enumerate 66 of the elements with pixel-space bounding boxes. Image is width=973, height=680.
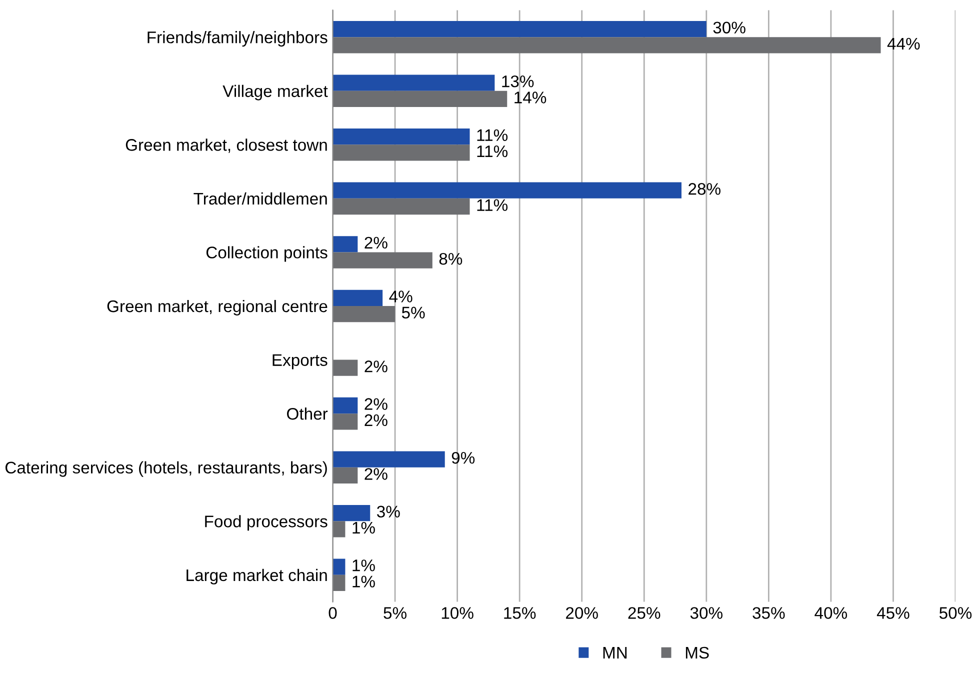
legend-label: MN: [603, 646, 627, 658]
data-label: 1%: [352, 576, 375, 588]
y-tick-label: Friends/family/neighbors: [148, 31, 328, 47]
y-tick-label: Trader/middlemen: [194, 192, 327, 205]
bar: [332, 521, 346, 538]
bar: [332, 236, 358, 252]
data-label: 2%: [364, 236, 388, 249]
bar: [332, 74, 495, 91]
data-label: 5%: [402, 306, 425, 319]
bar: [332, 306, 396, 322]
y-tick-label: Exports: [272, 354, 328, 370]
x-tick-label: 30%: [690, 607, 722, 619]
bar: [332, 90, 508, 108]
data-label: 28%: [688, 183, 720, 195]
bar: [332, 558, 346, 575]
y-tick-label: Large market chain: [186, 568, 327, 584]
bar: [332, 451, 445, 468]
bar: [332, 198, 470, 215]
y-tick-label: Green market, closest town: [126, 138, 327, 153]
data-label: 2%: [364, 398, 388, 410]
bar: [332, 574, 346, 592]
data-label: 2%: [364, 414, 388, 426]
bar: [332, 20, 706, 38]
y-tick-label: Other: [287, 408, 328, 420]
bar: [332, 37, 881, 54]
bar: [332, 144, 470, 161]
bar: [332, 360, 358, 376]
x-tick-label: 20%: [566, 607, 598, 619]
bar: [332, 182, 682, 198]
bar: [332, 290, 383, 306]
data-label: 30%: [713, 22, 746, 34]
data-label: 14%: [514, 92, 546, 104]
data-label: 4%: [389, 290, 412, 302]
data-label: 1%: [352, 560, 375, 572]
y-tick-label: Food processors: [205, 515, 328, 531]
bar: [332, 128, 470, 145]
x-tick-label: 40%: [814, 607, 848, 619]
bar: [332, 397, 358, 414]
data-label: 13%: [502, 75, 534, 88]
x-tick-label: 35%: [752, 607, 785, 619]
x-tick-label: 5%: [384, 607, 406, 619]
data-label: 9%: [452, 452, 475, 464]
data-label: 8%: [439, 252, 462, 265]
x-tick-label: 45%: [876, 607, 910, 619]
data-label: 2%: [364, 360, 388, 372]
x-tick-label: 25%: [628, 607, 660, 619]
x-tick-label: 15%: [504, 607, 536, 619]
data-label: 1%: [352, 522, 375, 534]
x-tick-label: 50%: [939, 607, 972, 619]
data-label: 44%: [887, 38, 920, 50]
data-label: 2%: [364, 468, 388, 480]
y-tick-label: Catering services (hotels, restaurants, bars): [6, 461, 327, 477]
data-label: 11%: [477, 199, 508, 211]
data-label: 11%: [477, 145, 508, 158]
bar: [332, 414, 358, 430]
bar: [332, 504, 370, 522]
y-tick-label: Green market, regional centre: [107, 300, 328, 316]
x-tick-label: 0: [328, 607, 337, 619]
bar: [332, 252, 432, 268]
y-tick-label: Village market: [222, 84, 328, 100]
legend-label: MS: [686, 646, 709, 659]
bar: [332, 467, 358, 484]
y-tick-label: Collection points: [206, 246, 328, 262]
x-tick-label: 10%: [442, 607, 474, 619]
data-label: 11%: [477, 129, 508, 141]
data-label: 3%: [376, 506, 400, 518]
